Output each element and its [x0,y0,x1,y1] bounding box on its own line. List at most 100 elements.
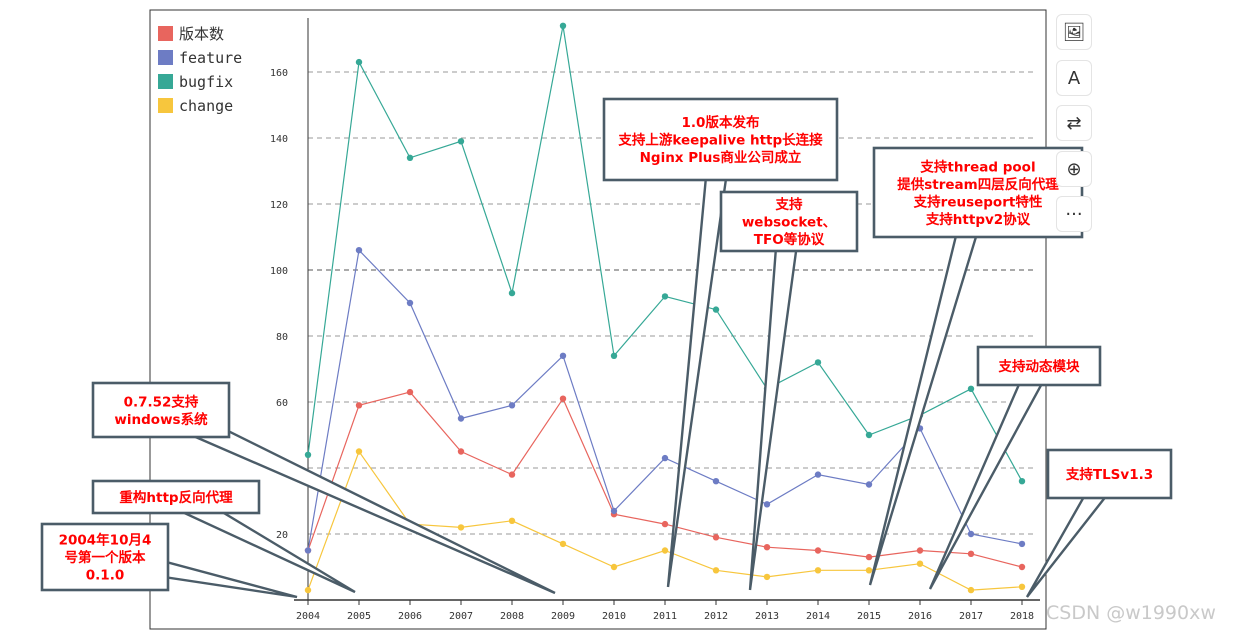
callout-text: websocket、 [742,215,836,231]
image-toolbar: 🖼 A ⇄ ⊕ ··· [1056,14,1092,236]
callout-text: 1.0版本发布 [682,114,760,131]
callout-text: 2004年10月4 [59,532,152,549]
data-point [610,507,618,515]
y-tick-label: 160 [270,68,288,79]
data-point [967,586,975,594]
x-tick-label: 2007 [449,611,473,622]
callout-text: 支持 [775,196,804,213]
callout-text: windows系统 [114,411,208,428]
data-point [355,448,363,455]
data-point [355,402,363,409]
x-tick-label: 2006 [398,611,422,622]
data-point [1018,540,1026,548]
data-point [406,388,414,396]
data-point [406,154,414,161]
callout-text: 0.7.52支持 [124,393,199,410]
data-point [712,567,720,574]
data-point [712,478,720,485]
data-point [508,517,516,524]
data-point [508,402,516,409]
data-point [355,247,363,254]
callout-text: 支持上游keepalive http长连接 [617,132,823,149]
data-point [610,352,618,359]
y-tick-label: 60 [276,398,288,409]
x-tick-label: 2005 [347,611,371,622]
data-point [814,471,822,478]
callout-box [40,522,170,592]
data-point [355,58,363,66]
zoom-icon[interactable]: ⊕ [1056,151,1092,187]
x-tick-label: 2015 [857,611,881,622]
legend-label: change [179,97,233,115]
data-point [814,547,822,554]
more-icon[interactable]: ··· [1056,196,1092,232]
callout-text: 支持reuseport特性 [913,193,1043,210]
data-point [865,481,873,488]
callout-text: Nginx Plus商业公司成立 [640,149,802,166]
data-point [967,385,975,392]
legend-swatch [158,26,173,41]
callout-box [91,479,261,515]
callout-box [1046,448,1173,500]
data-point [1018,583,1026,590]
callout-box [91,381,231,439]
data-point [814,567,822,574]
x-tick-label: 2012 [704,611,728,622]
callout-text: 支持TLSv1.3 [1065,466,1153,483]
data-point [559,395,567,402]
y-tick-label: 140 [270,134,288,145]
data-point [457,448,465,455]
data-point [304,547,312,554]
x-tick-label: 2016 [908,611,932,622]
callout-text: 重构http反向代理 [119,489,233,506]
callout-box [976,345,1102,387]
data-point [763,573,771,581]
data-point [661,454,669,462]
data-point [661,520,669,528]
data-point [406,299,414,307]
data-point [763,501,771,508]
legend-label: feature [179,49,242,67]
x-tick-label: 2013 [755,611,779,622]
text-edit-icon[interactable]: A [1056,60,1092,96]
y-tick-label: 120 [270,200,288,211]
data-point [508,289,516,297]
callout-text: TFO等协议 [754,231,825,248]
data-point [712,534,720,541]
callout-text: 支持动态模块 [998,358,1080,375]
data-point [814,359,822,366]
data-point [1018,478,1026,485]
data-point [457,415,465,422]
callout-box [872,146,1084,239]
data-point [559,540,567,548]
data-point [1018,563,1026,571]
convert-icon[interactable]: ⇄ [1056,105,1092,141]
y-tick-label: 80 [276,332,288,343]
data-point [916,560,924,567]
x-tick-label: 2009 [551,611,575,622]
data-point [661,547,669,554]
data-point [508,471,516,478]
data-point [559,22,567,29]
x-tick-label: 2018 [1010,611,1034,622]
data-point [712,306,720,313]
y-tick-label: 20 [276,530,288,541]
data-point [559,352,567,359]
image-edit-icon[interactable]: 🖼 [1056,14,1092,50]
callout-text: 提供stream四层反向代理 [897,176,1059,193]
chart-frame [149,9,1047,630]
legend-label: 版本数 [179,25,224,43]
y-tick-label: 100 [270,266,288,277]
x-tick-label: 2014 [806,611,830,622]
data-point [916,547,924,554]
legend-swatch [158,98,173,113]
x-tick-label: 2017 [959,611,983,622]
watermark: CSDN @w1990xw [1046,602,1216,624]
callout-text: 0.1.0 [86,568,124,584]
data-point [865,431,873,439]
data-point [967,530,975,538]
callout-text: 支持httpv2协议 [925,211,1031,228]
data-point [865,567,873,574]
x-tick-label: 2004 [296,611,320,622]
